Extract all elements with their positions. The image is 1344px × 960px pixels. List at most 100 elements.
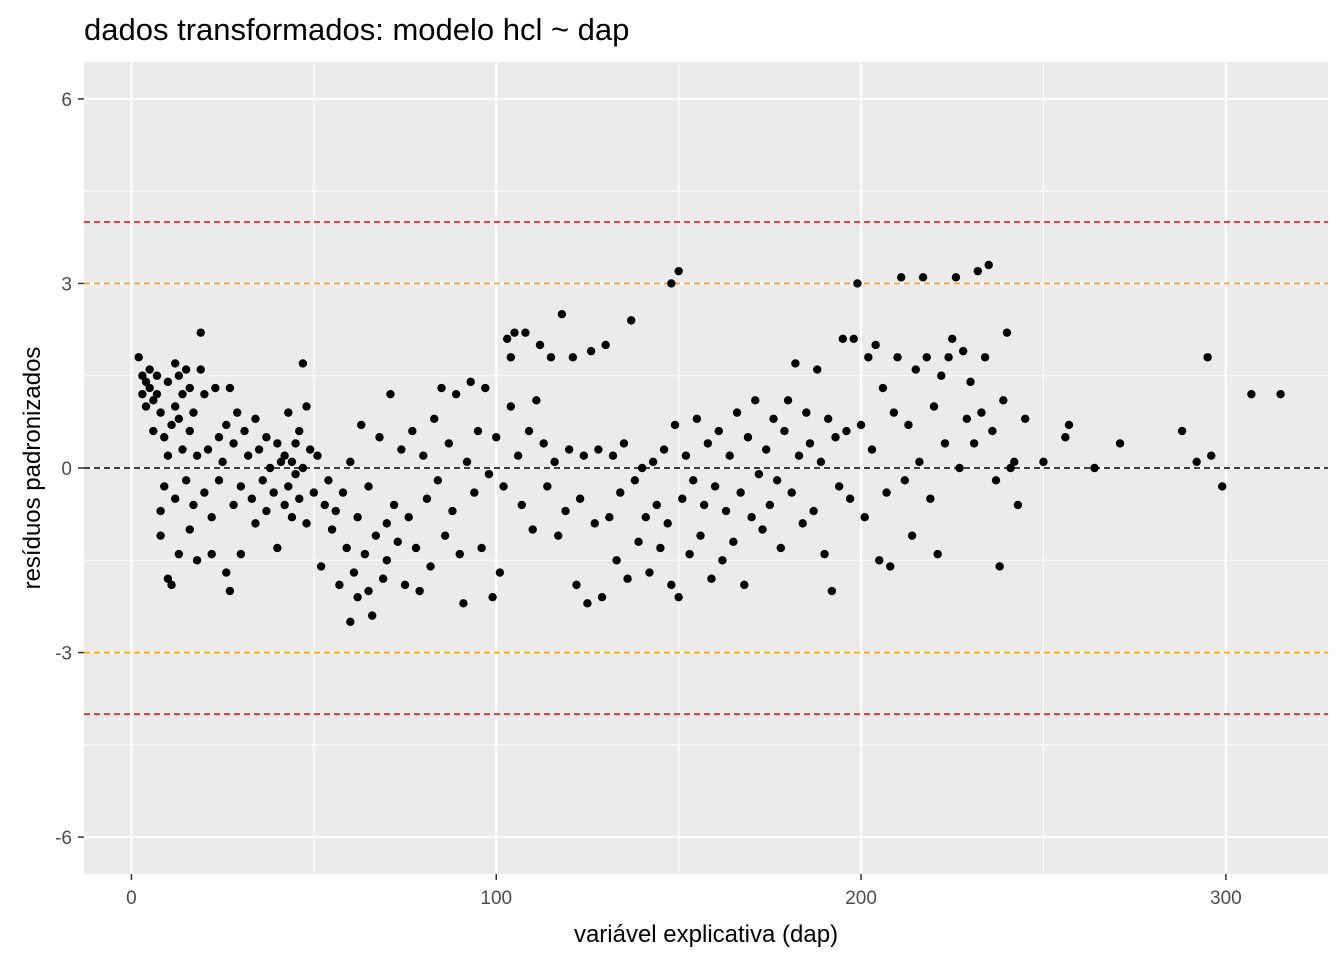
data-point: [685, 549, 694, 559]
data-point: [222, 568, 231, 577]
data-point: [721, 506, 731, 516]
data-point: [251, 414, 260, 423]
data-point: [149, 426, 158, 436]
data-point: [776, 543, 785, 553]
data-point: [977, 408, 986, 417]
data-point: [265, 463, 275, 473]
data-point: [670, 420, 680, 430]
data-point: [886, 562, 895, 571]
data-point: [214, 476, 224, 485]
data-point: [280, 500, 289, 510]
data-point: [623, 574, 632, 583]
data-point: [535, 340, 545, 350]
data-point: [1177, 426, 1187, 436]
data-point: [740, 580, 749, 590]
data-point: [331, 506, 340, 516]
data-point: [233, 408, 242, 417]
data-points: [134, 260, 1285, 626]
y-tick-label: -6: [55, 828, 72, 849]
data-point: [805, 439, 815, 448]
data-point: [171, 402, 180, 411]
data-point: [214, 433, 224, 442]
data-point: [138, 371, 147, 380]
data-point: [926, 494, 935, 503]
data-point: [513, 451, 523, 460]
data-point: [229, 500, 238, 510]
data-point: [601, 340, 610, 350]
data-point: [900, 476, 910, 485]
data-point: [506, 353, 516, 362]
data-point: [145, 383, 154, 393]
data-point: [838, 334, 848, 344]
data-point: [597, 592, 607, 602]
data-point: [929, 402, 939, 411]
data-point: [225, 586, 235, 596]
data-point: [313, 451, 322, 460]
data-point: [761, 445, 771, 454]
data-point: [561, 506, 570, 516]
data-point: [451, 389, 461, 399]
data-point: [302, 402, 311, 411]
data-point: [729, 537, 738, 547]
data-point: [911, 365, 920, 374]
data-point: [904, 420, 913, 430]
data-point: [572, 580, 581, 590]
data-point: [240, 426, 249, 436]
data-point: [495, 568, 505, 577]
data-point: [484, 469, 494, 479]
data-point: [1207, 451, 1216, 460]
data-point: [605, 513, 614, 522]
data-point: [630, 476, 640, 485]
data-point: [243, 451, 253, 460]
data-point: [342, 543, 351, 553]
data-point: [973, 266, 982, 276]
data-point: [1115, 439, 1125, 448]
data-point: [1276, 389, 1285, 399]
data-point: [364, 482, 373, 491]
data-point: [189, 408, 198, 417]
data-point: [743, 433, 753, 442]
data-point: [185, 426, 194, 436]
data-point: [714, 426, 723, 436]
data-point: [940, 439, 950, 448]
data-point: [878, 383, 888, 393]
data-point: [641, 513, 651, 522]
data-point: [247, 494, 257, 503]
data-point: [196, 365, 205, 374]
data-point: [758, 525, 767, 534]
data-point: [827, 586, 837, 596]
data-point: [437, 383, 446, 393]
data-point: [834, 482, 844, 491]
data-point: [422, 494, 432, 503]
data-point: [167, 580, 176, 590]
data-point: [163, 377, 173, 387]
data-point: [280, 451, 289, 460]
data-point: [831, 433, 840, 442]
data-point: [291, 469, 300, 479]
data-point: [674, 592, 683, 602]
y-tick-label: 0: [61, 459, 72, 480]
data-point: [820, 549, 829, 559]
data-point: [466, 377, 475, 387]
data-point: [324, 476, 333, 485]
data-point: [404, 513, 413, 522]
data-point: [353, 592, 362, 602]
data-point: [845, 494, 855, 503]
y-tick-label: 3: [61, 274, 72, 295]
data-point: [896, 273, 906, 282]
data-point: [853, 279, 862, 288]
data-point: [579, 451, 588, 460]
data-point: [652, 500, 661, 510]
data-point: [218, 457, 227, 467]
data-point: [813, 365, 822, 374]
data-point: [185, 525, 194, 534]
data-point: [207, 549, 216, 559]
data-point: [371, 531, 381, 540]
data-point: [922, 353, 931, 362]
data-point: [415, 586, 424, 596]
y-axis-title: resíduos padronizados: [19, 347, 46, 590]
data-point: [309, 488, 319, 497]
data-point: [524, 426, 534, 436]
data-point: [346, 617, 355, 626]
data-point: [824, 414, 833, 423]
